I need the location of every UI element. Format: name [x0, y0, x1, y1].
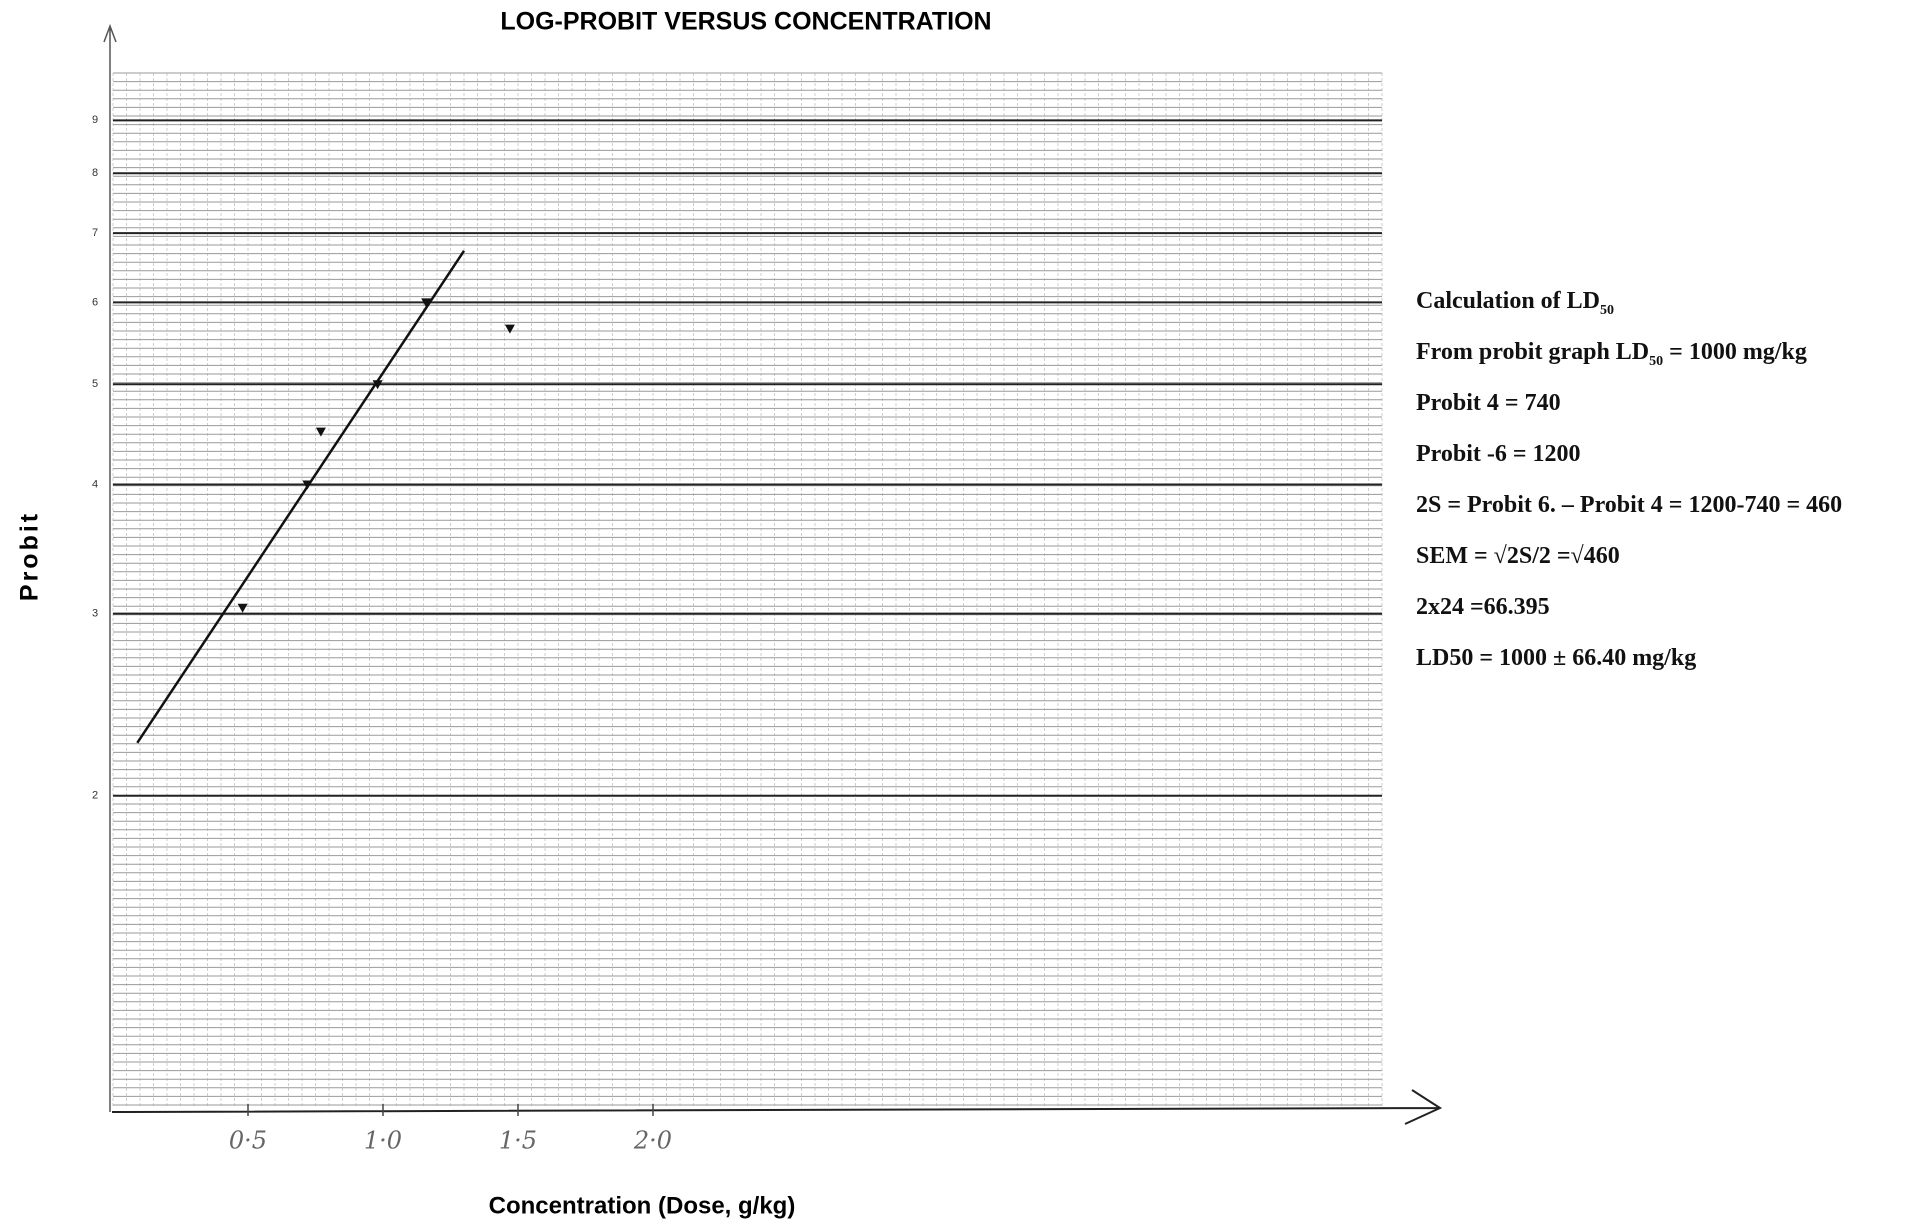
- note-text: SEM = √2S/2 =√460: [1416, 543, 1620, 569]
- y-axis: [103, 23, 117, 1112]
- chart-title: LOG-PROBIT VERSUS CONCENTRATION: [500, 8, 991, 36]
- note-text: = 1000 mg/kg: [1663, 339, 1807, 365]
- x-tick-label: 1·5: [499, 1127, 537, 1155]
- note-text: 2S = Probit 6. – Probit 4 = 1200-740 = 4…: [1416, 492, 1843, 518]
- data-point: [302, 480, 313, 490]
- x-axis: [111, 1089, 1443, 1125]
- data-point: [237, 603, 248, 613]
- y-tick-label: 2: [92, 790, 98, 802]
- note-text: Probit 4 = 740: [1416, 390, 1561, 416]
- y-tick-label: 5: [92, 378, 98, 390]
- data-point: [421, 298, 432, 308]
- x-tick-label: 2·0: [633, 1127, 672, 1155]
- y-tick-label: 4: [92, 478, 98, 490]
- note-text: LD50 = 1000 ± 66.40 mg/kg: [1416, 645, 1697, 671]
- note-subscript: 50: [1649, 353, 1664, 369]
- note-text: Probit -6 = 1200: [1416, 441, 1581, 467]
- x-axis-label: Concentration (Dose, g/kg): [489, 1192, 796, 1219]
- y-tick-label: 7: [92, 227, 98, 239]
- note-line: 2x24 =66.395: [1416, 588, 1906, 639]
- note-line: SEM = √2S/2 =√460: [1416, 537, 1906, 588]
- note-text: From probit graph LD: [1416, 339, 1650, 365]
- data-point: [372, 380, 383, 390]
- note-line: Calculation of LD50: [1416, 282, 1906, 333]
- x-tick-label: 1·0: [364, 1127, 402, 1155]
- note-subscript: 50: [1600, 302, 1615, 318]
- x-tick-label: 0·5: [229, 1127, 267, 1155]
- note-line: Probit -6 = 1200: [1416, 435, 1906, 486]
- fit-line: [136, 250, 466, 744]
- y-tick-label: 6: [92, 296, 98, 308]
- graph-paper: [112, 72, 1383, 1107]
- note-line: Probit 4 = 740: [1416, 384, 1906, 435]
- note-line: 2S = Probit 6. – Probit 4 = 1200-740 = 4…: [1416, 486, 1906, 537]
- y-tick-label: 9: [92, 114, 98, 126]
- note-text: Calculation of LD: [1416, 288, 1601, 314]
- note-text: 2x24 =66.395: [1416, 594, 1550, 620]
- note-line: LD50 = 1000 ± 66.40 mg/kg: [1416, 639, 1906, 690]
- y-tick-label: 8: [92, 167, 98, 179]
- y-axis-label: Probit: [16, 511, 44, 601]
- data-point: [315, 427, 326, 437]
- calculation-notes: Calculation of LD50 From probit graph LD5…: [1416, 282, 1906, 690]
- data-point: [504, 324, 515, 334]
- y-tick-label: 3: [92, 608, 98, 620]
- note-line: From probit graph LD50 = 1000 mg/kg: [1416, 333, 1906, 384]
